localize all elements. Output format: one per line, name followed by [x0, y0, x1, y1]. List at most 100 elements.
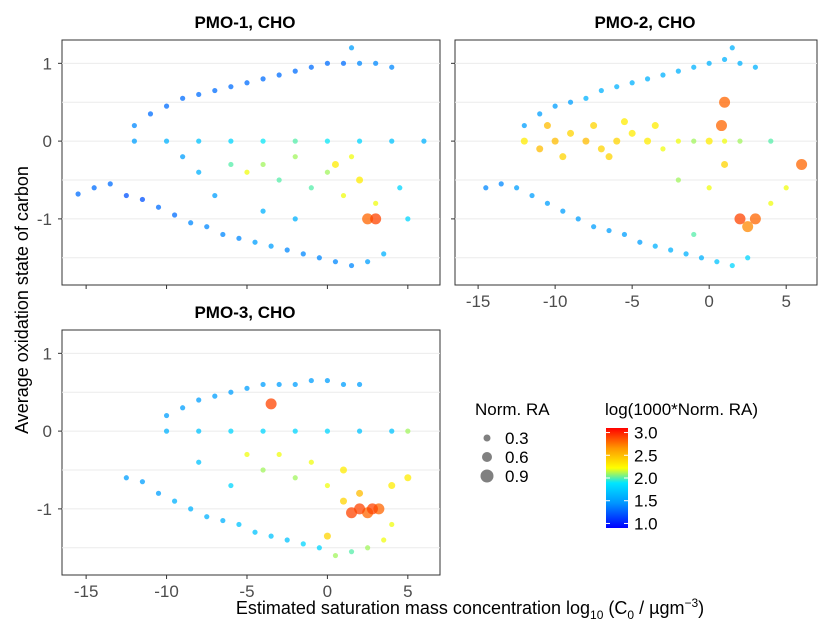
data-point	[348, 154, 355, 160]
data-point	[228, 428, 234, 434]
data-point	[356, 138, 363, 144]
data-point	[721, 160, 729, 168]
data-point	[698, 255, 705, 261]
color-legend-ticks: 3.0 2.5 2.0 1.5 1.0	[606, 424, 658, 533]
panel-pmo-3: 1 0 -1 -15 -10 -5 0 5	[37, 329, 441, 601]
data-point	[260, 138, 266, 144]
x-tick-label: -10	[154, 582, 179, 601]
data-point	[265, 398, 277, 410]
data-point	[180, 95, 186, 101]
x-tick-label: -5	[239, 582, 254, 601]
colorbar-tick-label: 3.0	[634, 424, 658, 443]
data-point	[388, 482, 396, 490]
x-tick-label: -5	[625, 292, 640, 311]
x-tick-label: 0	[704, 292, 713, 311]
data-point	[768, 138, 774, 144]
data-point	[734, 213, 746, 225]
data-point	[628, 129, 636, 137]
data-point	[292, 381, 298, 388]
data-point	[421, 138, 427, 144]
data-point	[544, 200, 551, 206]
data-point	[737, 60, 743, 66]
data-point	[348, 45, 355, 51]
data-point	[582, 137, 590, 145]
data-point	[742, 221, 754, 233]
data-point	[559, 153, 567, 161]
data-point	[405, 428, 411, 434]
data-point	[139, 479, 146, 485]
data-point	[308, 64, 314, 70]
data-point	[651, 122, 659, 130]
data-point	[370, 213, 382, 225]
data-point	[567, 129, 575, 137]
y-tick-label: 0	[43, 132, 52, 151]
data-point	[483, 185, 489, 191]
data-point	[107, 181, 113, 187]
data-point	[324, 60, 331, 66]
data-point	[691, 64, 697, 70]
data-point	[606, 227, 612, 234]
panel-pmo-2: -15 -10 -5 0 5	[451, 39, 818, 311]
panel-frame	[61, 39, 441, 286]
data-point	[356, 489, 364, 497]
data-point	[268, 243, 274, 249]
data-point	[691, 138, 697, 144]
data-point	[260, 428, 266, 434]
data-point	[236, 521, 242, 528]
x-axis-label-main: Estimated saturation mass concentration …	[236, 598, 590, 618]
data-point	[260, 381, 266, 388]
data-point	[660, 72, 666, 78]
data-point	[212, 87, 218, 94]
data-point	[284, 247, 290, 253]
data-point	[597, 145, 605, 153]
data-point	[188, 506, 194, 512]
data-point	[228, 138, 234, 144]
data-point	[668, 247, 674, 253]
data-point	[300, 541, 306, 547]
data-point	[652, 243, 658, 249]
data-point	[605, 153, 613, 161]
data-point	[260, 161, 266, 168]
data-point	[147, 111, 154, 117]
data-point	[292, 154, 298, 160]
x-axis-label: Estimated saturation mass concentration …	[236, 596, 704, 622]
data-point	[389, 64, 395, 70]
data-point	[244, 451, 250, 458]
data-point	[196, 91, 202, 98]
data-point	[356, 176, 364, 184]
data-point	[292, 428, 298, 434]
x-axis-label-sub: 10	[590, 608, 604, 622]
y-tick-label: 0	[43, 422, 52, 441]
x-tick-label: 5	[403, 582, 412, 601]
y-tick-label: -1	[37, 210, 52, 229]
data-point	[543, 122, 551, 130]
panel-title-pmo-2: PMO-2, CHO	[594, 13, 695, 32]
data-point	[749, 213, 761, 225]
data-point	[381, 251, 387, 257]
x-axis-label-sup: −3	[684, 596, 698, 610]
x-tick-label: -10	[543, 292, 568, 311]
data-point	[796, 158, 808, 170]
data-point	[706, 60, 712, 66]
data-point	[567, 99, 574, 105]
data-point	[220, 517, 226, 524]
data-point	[131, 122, 137, 129]
data-point	[551, 137, 559, 145]
data-point	[276, 381, 282, 388]
data-point	[339, 466, 347, 474]
data-point	[340, 60, 347, 66]
data-point	[348, 549, 355, 555]
size-legend-label-1: 0.3	[505, 429, 529, 448]
data-point	[366, 503, 378, 515]
data-point	[212, 393, 218, 399]
y-tick-label: 1	[43, 344, 52, 363]
data-point	[536, 145, 544, 153]
data-point	[365, 259, 371, 265]
x-axis-label-sub2: 0	[627, 608, 634, 622]
data-point	[308, 185, 314, 191]
data-point	[171, 498, 178, 504]
size-legend-label-2: 0.6	[505, 448, 529, 467]
data-point	[163, 428, 170, 434]
x-axis-label-mid: (C	[603, 598, 627, 618]
